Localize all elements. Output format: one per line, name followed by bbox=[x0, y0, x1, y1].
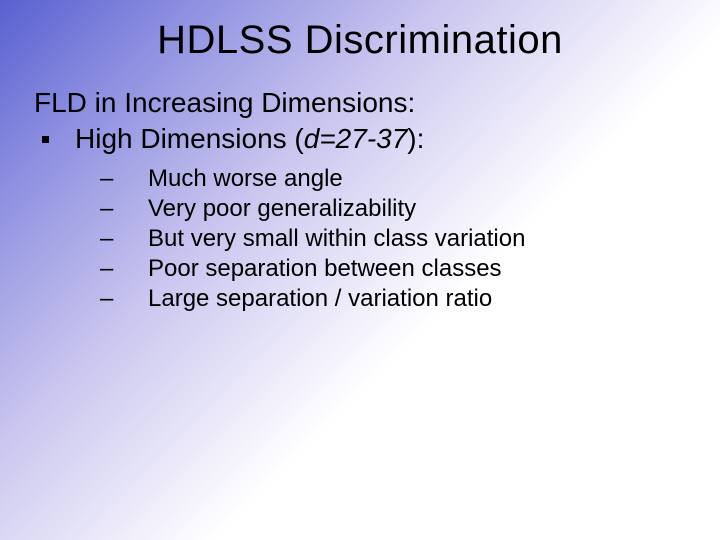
bullet-suffix: ): bbox=[407, 123, 424, 154]
list-item-text: Large separation / variation ratio bbox=[148, 285, 492, 313]
slide: HDLSS Discrimination FLD in Increasing D… bbox=[0, 0, 720, 540]
list-item-text: Very poor generalizability bbox=[148, 195, 416, 223]
list-item-text: Much worse angle bbox=[148, 165, 343, 193]
dash-icon: – bbox=[100, 225, 148, 253]
bullet-text: High Dimensions (d=27-37): bbox=[75, 123, 424, 155]
bullet-italic: d=27-37 bbox=[304, 123, 408, 154]
list-item: – Poor separation between classes bbox=[100, 255, 690, 283]
slide-subtitle: FLD in Increasing Dimensions: bbox=[34, 87, 690, 119]
dash-icon: – bbox=[100, 195, 148, 223]
dash-icon: – bbox=[100, 285, 148, 313]
bullet-item: High Dimensions (d=27-37): bbox=[34, 123, 690, 155]
list-item: – But very small within class variation bbox=[100, 225, 690, 253]
dash-icon: – bbox=[100, 255, 148, 283]
bullet-icon bbox=[42, 136, 49, 143]
list-item-text: But very small within class variation bbox=[148, 225, 525, 253]
dash-icon: – bbox=[100, 165, 148, 193]
list-item: – Large separation / variation ratio bbox=[100, 285, 690, 313]
list-item: – Very poor generalizability bbox=[100, 195, 690, 223]
slide-title: HDLSS Discrimination bbox=[30, 18, 690, 63]
list-item: – Much worse angle bbox=[100, 165, 690, 193]
bullet-prefix: High Dimensions ( bbox=[75, 123, 304, 154]
sub-list: – Much worse angle – Very poor generaliz… bbox=[100, 165, 690, 313]
list-item-text: Poor separation between classes bbox=[148, 255, 502, 283]
